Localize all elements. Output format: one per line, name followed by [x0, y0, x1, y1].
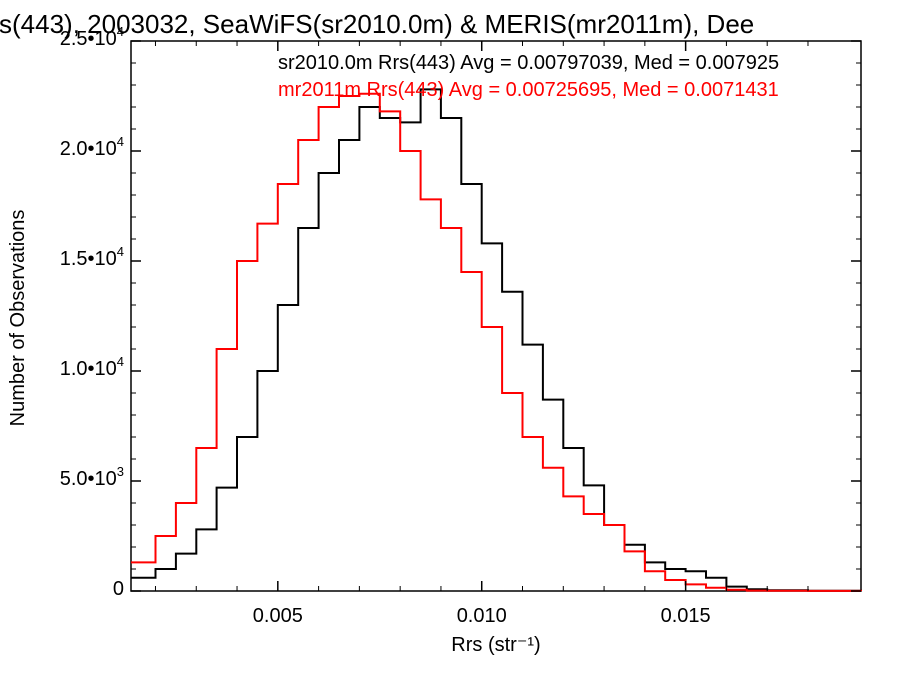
plot-frame	[130, 40, 862, 592]
y-tick-label: 5.0•103	[60, 464, 124, 490]
x-tick-label: 0.005	[253, 605, 303, 627]
y-tick-label: 0	[113, 578, 124, 600]
x-axis-label: Rrs (str⁻¹)	[451, 634, 540, 656]
annotation-sr2010: sr2010.0m Rrs(443) Avg = 0.00797039, Med…	[278, 52, 779, 74]
y-tick-label: 2.5•104	[60, 24, 124, 50]
series-line-sr2010.0m	[131, 88, 862, 592]
y-tick-label: 2.0•104	[60, 134, 124, 160]
series-line-mr2011m	[131, 92, 862, 592]
y-axis-label: Number of Observations	[7, 210, 29, 427]
chart-title: s(443), 2003032, SeaWiFS(sr2010.0m) & ME…	[0, 9, 754, 39]
tick-layer: 0.005 0.010 0.015 0 5.0•103 1.0•104 1.5•104 2.0…	[60, 24, 861, 627]
x-tick-label: 0.010	[457, 605, 507, 627]
y-tick-label: 1.0•104	[60, 354, 124, 380]
annotation-mr2011: mr2011m Rrs(443) Avg = 0.00725695, Med =…	[278, 79, 779, 101]
series-layer	[131, 88, 862, 592]
y-tick-label: 1.5•104	[60, 244, 124, 270]
x-tick-label: 0.015	[661, 605, 711, 627]
